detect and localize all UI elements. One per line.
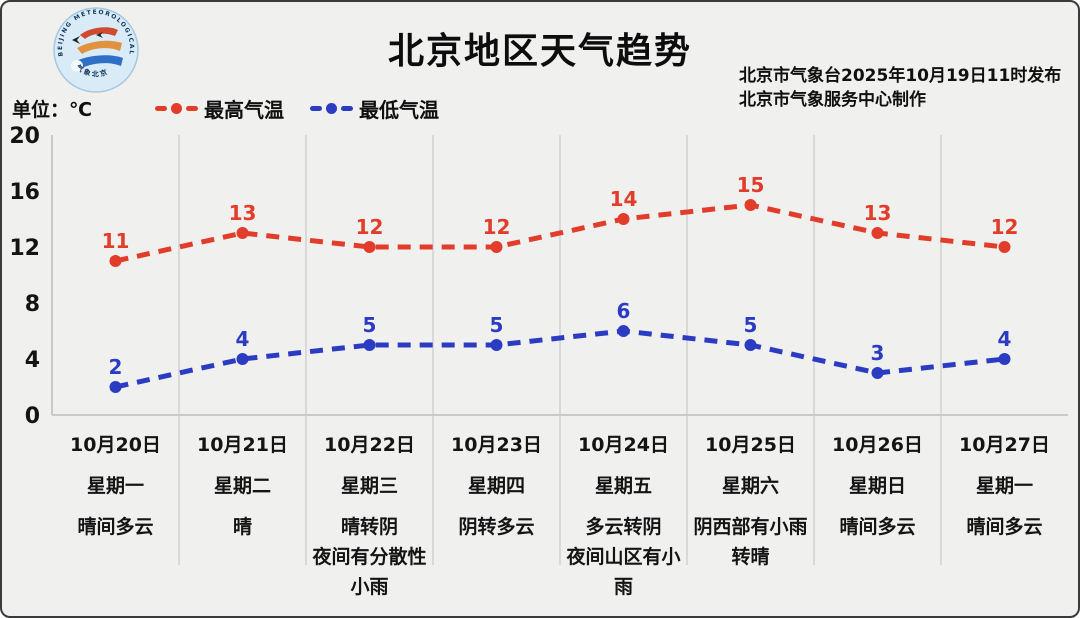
data-point [617,213,630,225]
logo-orange-swoosh [77,40,122,54]
day-column: 10月24日 星期五多云转阴 夜间山区有小雨 [560,423,687,602]
logo-bird2-icon [96,32,103,38]
data-point [109,381,122,393]
day-weekday: 星期六 [721,475,779,497]
day-column: 10月27日 星期一晴间多云 [941,423,1068,602]
data-point-label: 15 [737,173,765,197]
logo-cloud-icon [71,60,83,72]
data-point [490,241,503,253]
day-weather: 晴 [232,516,252,538]
data-point-label: 5 [363,313,377,337]
y-tick-label: 8 [25,292,40,317]
day-date: 10月23日 [451,434,542,456]
day-date: 10月26日 [832,434,923,456]
day-column: 10月26日 星期日晴间多云 [814,423,941,602]
day-date: 10月25日 [705,434,796,456]
data-point [109,255,122,267]
data-point [363,241,376,253]
data-point [617,325,630,337]
day-date: 10月21日 [197,434,288,456]
data-point [871,367,884,379]
low-temp-line-marker [310,103,353,114]
day-column: 10月21日 星期二晴 [179,423,306,602]
y-tick-label: 0 [25,404,40,429]
day-column: 10月20日 星期一晴间多云 [52,423,179,602]
data-point-label: 11 [102,229,130,253]
publisher-line2: 北京市气象服务中心制作 [739,90,926,110]
data-point-label: 4 [998,327,1012,351]
data-point-label: 4 [236,327,250,351]
logo-red-swoosh [80,27,118,39]
beijing-meteorological-service-logo: BEIJING METEOROLOGICAL SERVICE 气象北京 [52,6,139,93]
data-point [363,339,376,351]
series-line [114,202,1005,264]
day-columns: 10月20日 星期一 晴间多云 10月21日 星期二晴 10月22日 星期三 晴转阴 夜间有分… [52,423,1068,602]
data-point-label: 3 [871,341,885,365]
y-tick-label: 16 [9,180,40,205]
day-weekday: 星期日 [848,475,906,497]
data-point [490,339,503,351]
legend-label-high-temp: 最高气温 [204,98,284,122]
day-weekday: 星期一 [86,475,144,497]
legend-label-low-temp: 最低气温 [359,98,439,122]
data-point-label: 12 [356,215,384,239]
y-tick-label: 12 [9,236,40,261]
day-weekday: 星期一 [975,475,1033,497]
day-weather: 阴转多云 [458,516,535,538]
data-point-label: 13 [864,201,892,225]
y-tick-label: 4 [25,348,40,373]
day-weather: 阴西部有小雨转晴 [693,516,808,568]
y-tick-label: 20 [9,124,40,149]
data-point [871,227,884,239]
legend-item-high-temp: 最高气温 [155,94,284,123]
day-weather: 晴转阴 夜间有分散性小雨 [312,516,427,598]
legend-item-low-temp: 最低气温 [310,94,439,123]
unit-label: 单位：℃ [12,99,93,121]
data-point-label: 6 [617,299,631,323]
day-weekday: 星期二 [213,475,271,497]
day-date: 10月24日 [578,434,669,456]
chart-legend: 最高气温 最低气温 [155,94,439,123]
logo-bird-icon [72,36,80,44]
high-temp-line-marker [155,103,198,114]
data-point [998,241,1011,253]
day-weather: 多云转阴 夜间山区有小雨 [566,516,681,598]
day-weather: 晴间多云 [839,516,916,538]
data-point-label: 5 [490,313,504,337]
day-date: 10月22日 [324,434,415,456]
data-point [236,353,249,365]
data-point [998,353,1011,365]
day-date: 10月20日 [70,434,161,456]
day-weather: 晴间多云 [77,516,154,538]
data-point-label: 13 [229,201,257,225]
data-point-label: 12 [991,215,1019,239]
day-weekday: 星期四 [467,475,525,497]
data-point [744,339,757,351]
day-column: 10月22日 星期三晴转阴 夜间有分散性小雨 [306,423,433,602]
day-weather: 晴间多云 [966,516,1043,538]
logo-blue-swoosh [76,55,123,68]
publisher-line1: 北京市气象台2025年10月19日11时发布 [739,66,1062,86]
day-column: 10月23日 星期四阴转多云 [433,423,560,602]
data-point [236,227,249,239]
publisher-info: 北京市气象台2025年10月19日11时发布 北京市气象服务中心制作 [739,64,1061,112]
page-title: 北京地区天气趋势 [387,31,692,72]
series-line [114,328,1005,390]
day-weekday: 星期五 [594,475,652,497]
data-point-label: 2 [109,355,123,379]
day-date: 10月27日 [959,434,1050,456]
data-point-label: 12 [483,215,511,239]
data-point-label: 14 [610,187,638,211]
day-weekday: 星期三 [340,475,398,497]
day-column: 10月25日 星期六阴西部有小雨转晴 [687,423,814,602]
data-point [744,199,757,211]
data-point-label: 5 [744,313,758,337]
